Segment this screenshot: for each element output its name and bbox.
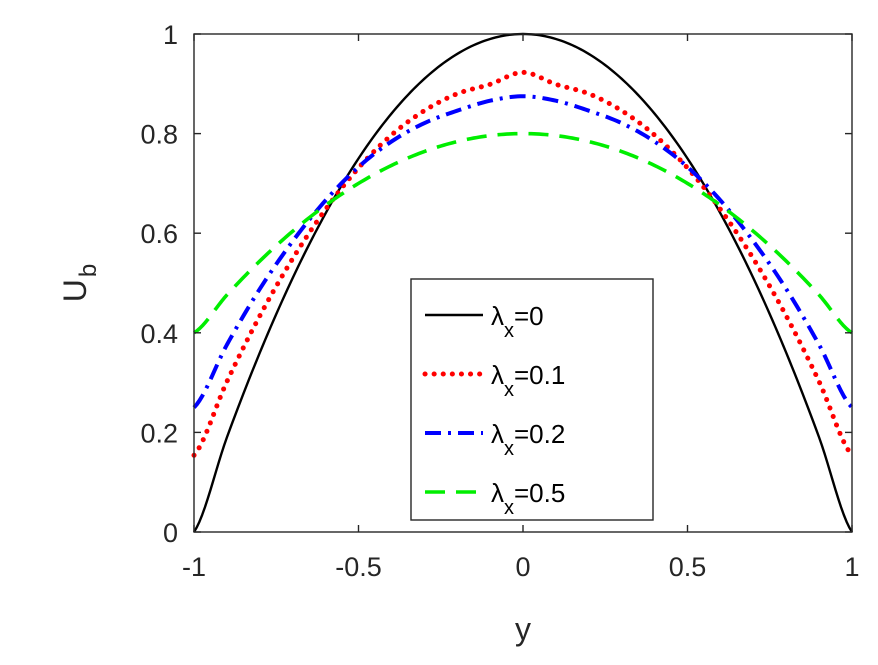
legend-label-4: λx=0.5 (491, 478, 565, 519)
x-tick-label: 1 (844, 552, 859, 582)
y-axis-label: Ub (57, 264, 102, 302)
legend-symbol: λ (491, 301, 504, 331)
series-line-4 (192, 131, 854, 335)
legend-label-3: λx=0.2 (491, 419, 565, 460)
y-tick-label: 0.2 (140, 418, 178, 448)
legend-label-1: λx=0 (491, 301, 544, 342)
legend-subscript: x (504, 438, 514, 460)
series-line-2 (191, 69, 855, 458)
series-line-3 (192, 94, 854, 409)
legend-symbol: λ (491, 360, 504, 390)
y-tick-label: 0.4 (140, 319, 178, 349)
x-tick-label: -1 (182, 552, 206, 582)
y-axis-label-main: U (57, 279, 93, 302)
y-tick-label: 1 (163, 20, 178, 50)
y-tick-label: 0.8 (140, 120, 178, 150)
x-tick-label: 0 (515, 552, 530, 582)
legend-subscript: x (504, 320, 514, 342)
legend-subscript: x (504, 497, 514, 519)
ticks-layer: -1 -0.5 0 0.5 1 0 0.2 0.4 0.6 0.8 1 (140, 20, 859, 582)
legend-subscript: x (504, 379, 514, 401)
legend-value: =0.5 (514, 478, 565, 508)
legend-symbol: λ (491, 478, 504, 508)
legend-box (410, 278, 654, 521)
legend-value: =0 (514, 301, 544, 331)
series-layer (191, 32, 855, 533)
legend: λx=0λx=0.1λx=0.2λx=0.5 (410, 278, 654, 521)
x-tick-label: 0.5 (669, 552, 707, 582)
legend-label-2: λx=0.1 (491, 360, 565, 401)
y-tick-label: 0.6 (140, 219, 178, 249)
y-axis-label-subscript: b (75, 264, 102, 277)
legend-value: =0.1 (514, 360, 565, 390)
x-tick-label: -0.5 (335, 552, 382, 582)
y-tick-label: 0 (163, 518, 178, 548)
legend-symbol: λ (491, 419, 504, 449)
legend-value: =0.2 (514, 419, 565, 449)
x-axis-label: y (515, 611, 531, 647)
